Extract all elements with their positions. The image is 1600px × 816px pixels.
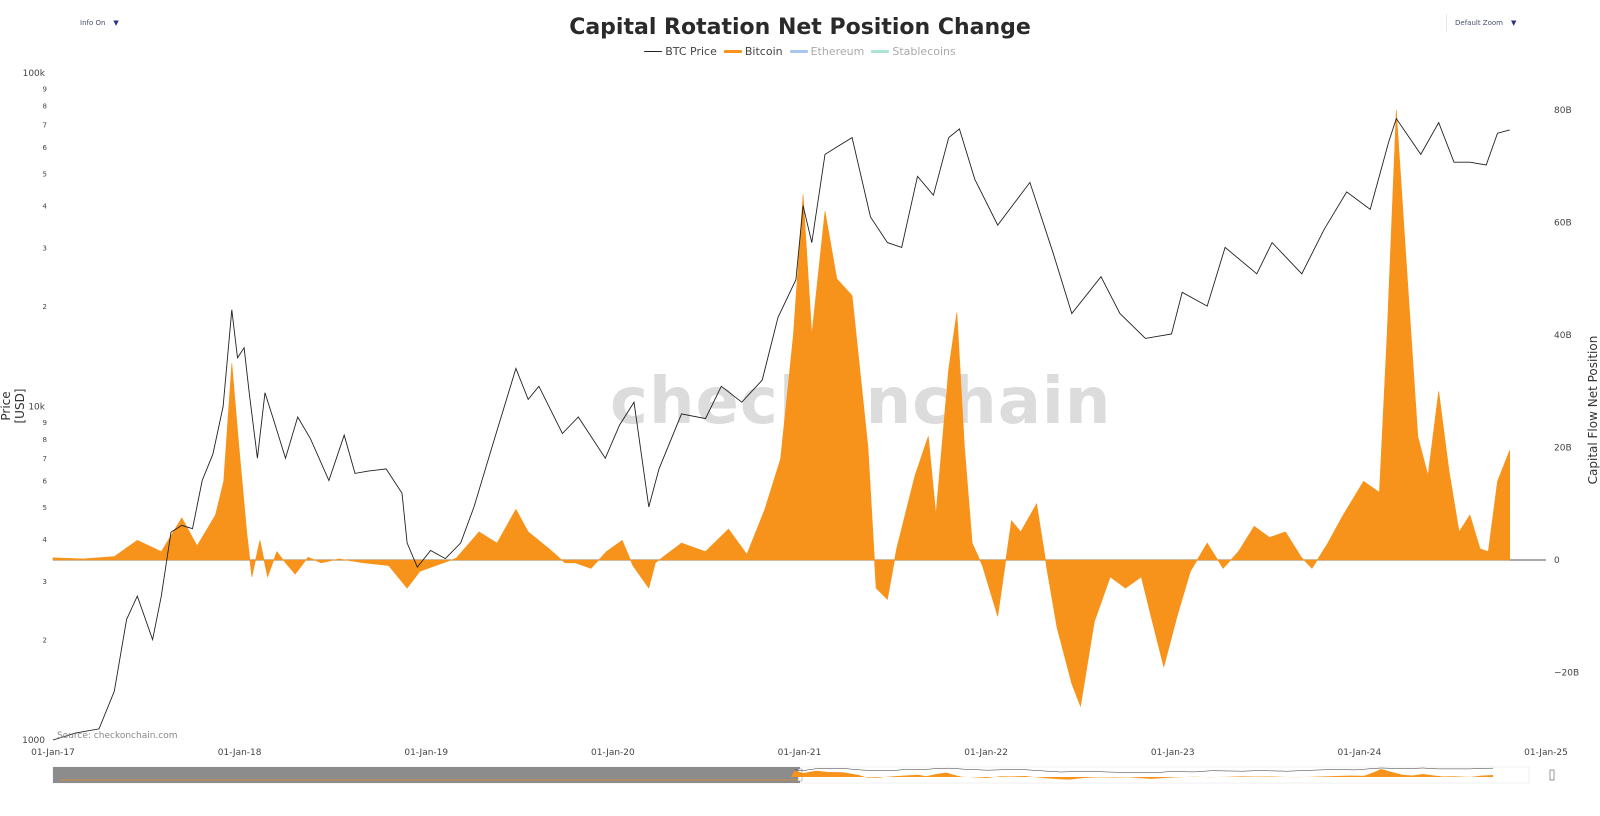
navigator-price-line bbox=[794, 767, 1494, 773]
navigator-bitcoin-area bbox=[791, 769, 1494, 780]
bitcoin-area-series bbox=[52, 109, 1510, 708]
x-tick-label: 01-Jan-21 bbox=[778, 748, 822, 758]
source-label: Source: checkonchain.com bbox=[57, 731, 178, 741]
y-left-minor-tick-label: 2 bbox=[43, 303, 47, 311]
y-right-tick-label: 40B bbox=[1554, 331, 1572, 341]
x-tick-label: 01-Jan-20 bbox=[591, 748, 635, 758]
y-left-minor-tick-label: 6 bbox=[43, 144, 48, 152]
legend-swatch-stablecoins bbox=[871, 50, 890, 53]
y-axis-left: 1000 10k 100k 2 3 4 5 6 7 8 9 2 3 4 5 6 7 8 9 bbox=[22, 69, 47, 746]
y-left-minor-tick-label: 2 bbox=[43, 637, 47, 645]
legend-label-stablecoins: Stablecoins bbox=[892, 45, 956, 58]
y-left-minor-tick-label: 3 bbox=[43, 578, 47, 586]
y-right-tick-label: −20B bbox=[1554, 669, 1579, 679]
legend-item-stablecoins[interactable]: Stablecoins bbox=[871, 45, 956, 58]
range-navigator[interactable] bbox=[52, 766, 1555, 784]
legend-label-ethereum: Ethereum bbox=[810, 45, 865, 58]
y-left-tick-label: 100k bbox=[23, 69, 46, 79]
btc-price-line-series bbox=[52, 117, 1510, 741]
legend-item-ethereum[interactable]: Ethereum bbox=[789, 45, 865, 58]
info-dropdown-label: Info On bbox=[80, 19, 106, 27]
legend-label-btc-price: BTC Price bbox=[665, 45, 717, 58]
chevron-down-icon: ▼ bbox=[113, 19, 119, 27]
y-left-minor-tick-label: 6 bbox=[43, 477, 48, 485]
y-left-minor-tick-label: 9 bbox=[43, 419, 47, 427]
legend-swatch-ethereum bbox=[789, 50, 808, 53]
x-tick-label: 01-Jan-25 bbox=[1524, 748, 1568, 758]
navigator-handle-right[interactable] bbox=[1549, 769, 1555, 781]
zoom-dropdown[interactable]: Default Zoom ▼ bbox=[1446, 14, 1516, 32]
legend-label-bitcoin: Bitcoin bbox=[744, 45, 783, 58]
x-tick-label: 01-Jan-24 bbox=[1337, 748, 1381, 758]
x-tick-label: 01-Jan-18 bbox=[218, 748, 262, 758]
y-right-tick-label: 80B bbox=[1554, 106, 1572, 116]
chart-legend: BTC Price Bitcoin Ethereum Stablecoins bbox=[0, 45, 1600, 58]
zoom-dropdown-label: Default Zoom bbox=[1455, 19, 1503, 27]
x-axis: 01-Jan-17 01-Jan-18 01-Jan-19 01-Jan-20 01-J… bbox=[31, 748, 1568, 758]
bitcoin-area bbox=[52, 109, 1510, 708]
legend-swatch-bitcoin bbox=[723, 50, 742, 53]
chevron-down-icon: ▼ bbox=[1510, 19, 1517, 27]
legend-swatch-btc-price bbox=[644, 51, 663, 52]
y-left-minor-tick-label: 7 bbox=[43, 122, 47, 130]
y-left-tick-label: 10k bbox=[28, 403, 45, 413]
legend-item-bitcoin[interactable]: Bitcoin bbox=[723, 45, 783, 58]
x-tick-label: 01-Jan-22 bbox=[964, 748, 1008, 758]
y-left-minor-tick-label: 7 bbox=[43, 455, 47, 463]
navigator-mask bbox=[53, 767, 800, 783]
y-axis-left-label: Price [USD] bbox=[0, 388, 27, 424]
btc-price-line bbox=[52, 117, 1510, 741]
y-left-minor-tick-label: 3 bbox=[43, 244, 47, 252]
y-right-tick-label: 20B bbox=[1554, 444, 1572, 454]
x-tick-label: 01-Jan-19 bbox=[404, 748, 448, 758]
x-tick-label: 01-Jan-17 bbox=[31, 748, 75, 758]
y-left-tick-label: 1000 bbox=[22, 736, 45, 746]
chart-title: Capital Rotation Net Position Change bbox=[569, 15, 1031, 40]
y-left-minor-tick-label: 4 bbox=[43, 203, 48, 211]
y-left-minor-tick-label: 5 bbox=[43, 170, 47, 178]
y-left-minor-tick-label: 9 bbox=[43, 85, 47, 93]
y-right-tick-label: 60B bbox=[1554, 219, 1572, 229]
y-left-minor-tick-label: 8 bbox=[43, 102, 47, 110]
y-axis-right-label: Capital Flow Net Position Change bbox=[1586, 335, 1600, 485]
x-tick-label: 01-Jan-23 bbox=[1151, 748, 1195, 758]
info-dropdown[interactable]: Info On ▼ bbox=[80, 14, 119, 32]
y-left-minor-tick-label: 8 bbox=[43, 436, 47, 444]
y-axis-right: 80B 60B 40B 20B 0 −20B bbox=[1554, 106, 1579, 679]
y-left-minor-tick-label: 5 bbox=[43, 504, 47, 512]
y-left-minor-tick-label: 4 bbox=[43, 536, 48, 544]
legend-item-btc-price[interactable]: BTC Price bbox=[644, 45, 717, 58]
y-right-tick-label: 0 bbox=[1554, 556, 1560, 566]
